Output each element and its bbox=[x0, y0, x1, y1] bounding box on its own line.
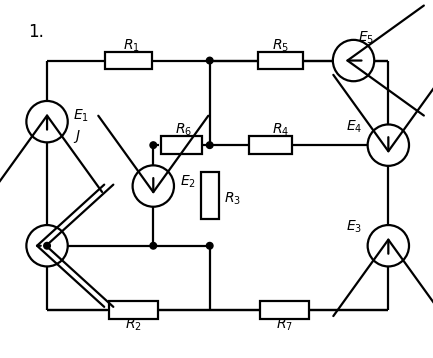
Bar bbox=[261, 301, 309, 319]
Circle shape bbox=[207, 142, 213, 149]
Bar bbox=[161, 136, 202, 154]
Text: $E_2$: $E_2$ bbox=[180, 174, 196, 190]
Circle shape bbox=[207, 57, 213, 64]
Circle shape bbox=[150, 242, 157, 249]
Text: $E_4$: $E_4$ bbox=[346, 118, 362, 135]
Text: $R_3$: $R_3$ bbox=[224, 191, 241, 207]
Circle shape bbox=[368, 125, 409, 166]
Text: $E_5$: $E_5$ bbox=[358, 30, 375, 46]
Circle shape bbox=[26, 225, 68, 266]
Bar bbox=[201, 172, 219, 219]
Circle shape bbox=[26, 101, 68, 142]
Circle shape bbox=[150, 142, 157, 149]
Text: $R_1$: $R_1$ bbox=[123, 37, 139, 54]
Text: $J$: $J$ bbox=[73, 128, 81, 145]
Bar bbox=[105, 52, 152, 69]
Text: $E_1$: $E_1$ bbox=[73, 108, 89, 124]
Text: $R_6$: $R_6$ bbox=[175, 122, 192, 138]
Circle shape bbox=[207, 242, 213, 249]
Text: $R_2$: $R_2$ bbox=[125, 316, 142, 333]
Circle shape bbox=[368, 225, 409, 266]
Text: 1.: 1. bbox=[28, 23, 44, 41]
Bar bbox=[109, 301, 158, 319]
Text: $E_3$: $E_3$ bbox=[346, 219, 362, 235]
Bar bbox=[258, 52, 303, 69]
Text: $R_7$: $R_7$ bbox=[276, 316, 294, 333]
Text: $R_5$: $R_5$ bbox=[271, 37, 289, 54]
Circle shape bbox=[132, 165, 174, 207]
Text: $R_4$: $R_4$ bbox=[271, 122, 289, 138]
Circle shape bbox=[333, 40, 374, 81]
Circle shape bbox=[44, 242, 50, 249]
Bar bbox=[249, 136, 292, 154]
